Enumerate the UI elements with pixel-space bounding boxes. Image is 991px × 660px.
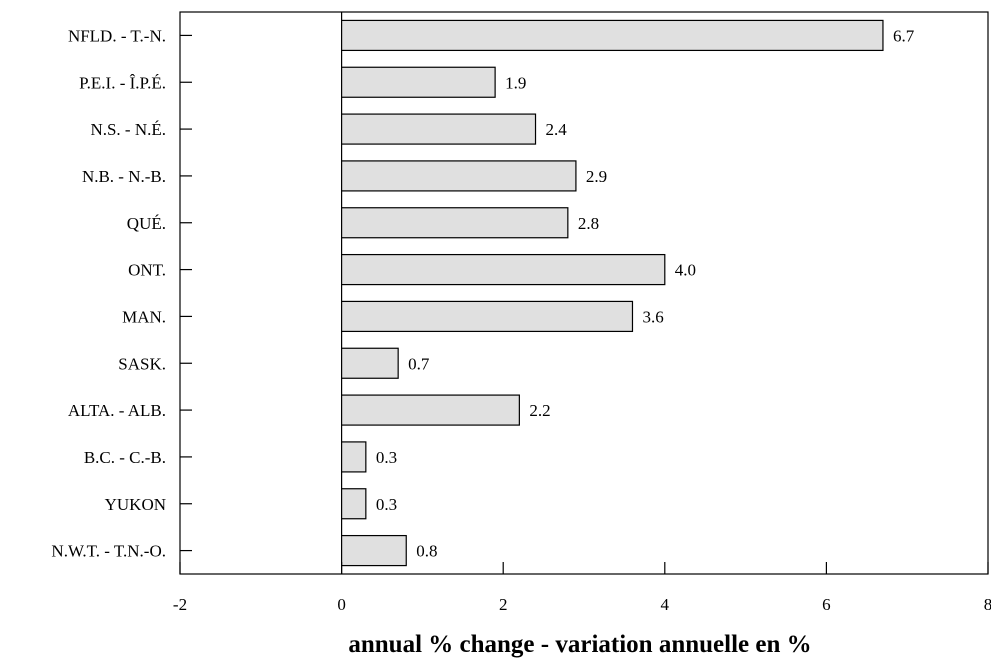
- y-tick-label: N.W.T. - T.N.-O.: [51, 542, 166, 561]
- bar-value-label: 2.8: [578, 214, 599, 233]
- y-tick-label: QUÉ.: [127, 214, 166, 233]
- x-tick-label: 8: [984, 595, 991, 614]
- bar-value-label: 0.7: [408, 354, 430, 373]
- bar-value-label: 4.0: [675, 261, 696, 280]
- bar: [341, 488, 367, 520]
- bar: [341, 394, 520, 426]
- bar-value-label: 0.3: [376, 495, 397, 514]
- y-tick-label: N.B. - N.-B.: [82, 167, 166, 186]
- x-tick-label: -2: [173, 595, 187, 614]
- y-tick-label: N.S. - N.É.: [90, 120, 166, 139]
- x-tick-label: 4: [661, 595, 670, 614]
- plot-frame: [179, 11, 989, 575]
- bar: [341, 113, 537, 145]
- bar: [341, 207, 569, 239]
- bar: [341, 160, 577, 192]
- x-axis-label: annual % change - variation annuelle en …: [348, 631, 811, 658]
- y-tick-label: MAN.: [122, 307, 166, 326]
- bar: [341, 253, 666, 286]
- bar: [341, 534, 407, 567]
- bar: [341, 347, 399, 379]
- y-tick-label: SASK.: [118, 354, 166, 373]
- bar-value-label: 6.7: [893, 26, 915, 45]
- bar-value-label: 2.4: [546, 120, 568, 139]
- bar: [341, 66, 496, 98]
- y-tick-label: ONT.: [128, 261, 166, 280]
- x-tick-label: 2: [499, 595, 508, 614]
- bars-layer: 6.7 1.9 2.4 2.9 2.8 4.0 3.6 0.7 2.2 0.3 0.3 0.8: [341, 19, 915, 567]
- bar: [341, 441, 367, 473]
- bar-value-label: 0.8: [416, 542, 437, 561]
- y-tick-label: B.C. - C.-B.: [84, 448, 166, 467]
- bar: [341, 19, 884, 52]
- ticks-layer: NFLD. - T.-N. P.E.I. - Î.P.É. N.S. - N.É. N…: [51, 26, 991, 614]
- y-tick-label: ALTA. - ALB.: [68, 401, 166, 420]
- bar-value-label: 2.9: [586, 167, 607, 186]
- bar-value-label: 1.9: [505, 73, 526, 92]
- bar: [341, 300, 634, 333]
- bar-value-label: 0.3: [376, 448, 397, 467]
- x-tick-label: 6: [822, 595, 831, 614]
- x-tick-label: 0: [337, 595, 346, 614]
- y-tick-label: P.E.I. - Î.P.É.: [79, 73, 166, 92]
- y-tick-label: YUKON: [105, 495, 166, 514]
- bar-value-label: 3.6: [642, 307, 663, 326]
- y-tick-label: NFLD. - T.-N.: [68, 26, 166, 45]
- bar-value-label: 2.2: [529, 401, 550, 420]
